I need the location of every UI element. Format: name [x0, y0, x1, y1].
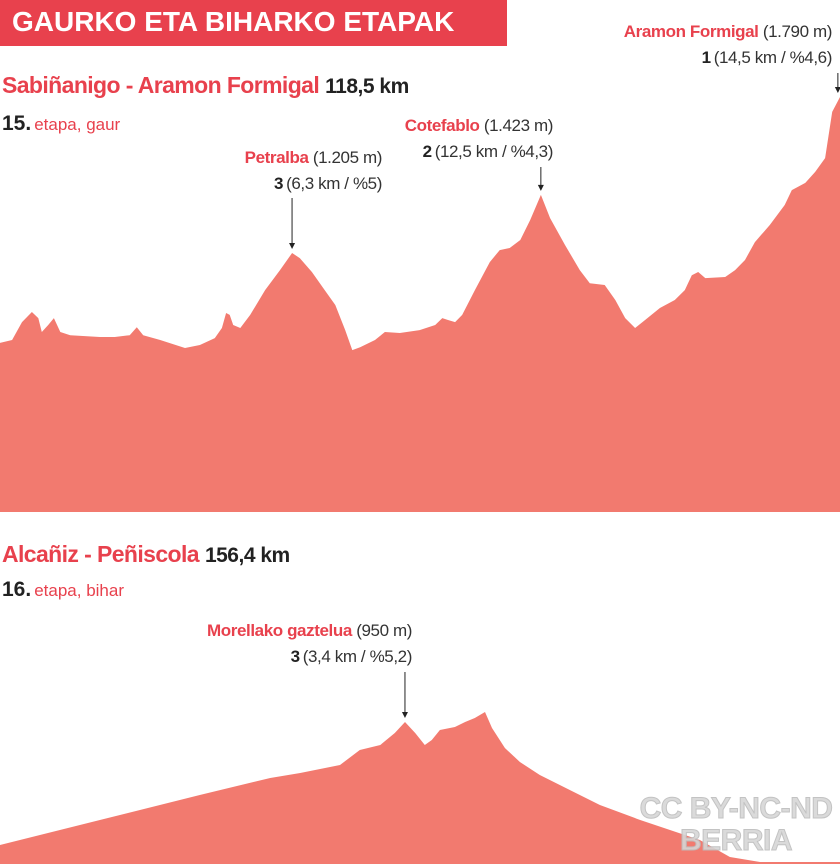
- climb-name: Morellako gaztelua: [206, 621, 352, 640]
- climb-label-morellako-gaztelua: Morellako gaztelua (950 m) 3 (3,4 km / %5…: [207, 618, 412, 670]
- title-banner: [0, 0, 507, 46]
- climb-detail: (12,5 km / %4,3): [434, 142, 554, 161]
- climb-altitude: (950 m): [356, 621, 412, 640]
- stage-name: Sabiñanigo - Aramon Formigal: [2, 72, 320, 98]
- climb-category: 3: [274, 174, 284, 193]
- climb-category: 1: [701, 48, 711, 67]
- arrow-down-icon: [537, 184, 544, 191]
- climb-altitude: (1.790 m): [762, 22, 833, 41]
- arrow-down-icon: [401, 712, 408, 718]
- stage-15-heading: Sabiñanigo - Aramon Formigal 118,5 km: [2, 72, 409, 99]
- stage-16-heading: Alcañiz - Peñiscola 156,4 km: [2, 541, 290, 568]
- stage-16-subheading: 16. etapa, bihar: [2, 578, 124, 602]
- elevation-area: [0, 712, 840, 864]
- climb-name: Petralba: [244, 148, 309, 167]
- climb-detail: (14,5 km / %4,6): [713, 48, 833, 67]
- stage-name: Alcañiz - Peñiscola: [2, 541, 200, 567]
- stage-when: etapa, gaur: [34, 115, 121, 134]
- stage-15-subheading: 15. etapa, gaur: [2, 112, 120, 136]
- climb-name: Cotefablo: [404, 116, 480, 135]
- climb-category: 2: [422, 142, 432, 161]
- stage-number: 15.: [2, 112, 32, 135]
- climb-altitude: (1.423 m): [483, 116, 554, 135]
- profile-stage-16: [0, 672, 840, 864]
- profile-stage-15: [0, 73, 840, 512]
- arrow-down-icon: [289, 243, 296, 250]
- climb-detail: (3,4 km / %5,2): [302, 647, 413, 666]
- page-title: GAURKO ETA BIHARKO ETAPAK: [12, 6, 455, 37]
- climb-altitude: (1.205 m): [312, 148, 383, 167]
- climb-detail: (6,3 km / %5): [286, 174, 382, 193]
- stage-distance: 156,4 km: [204, 544, 290, 567]
- watermark-license: CC BY-NC-ND: [639, 792, 833, 825]
- stage-number: 16.: [2, 578, 32, 601]
- climb-label-cotefablo: Cotefablo (1.423 m) 2 (12,5 km / %4,3): [404, 113, 554, 165]
- elevation-area: [0, 97, 840, 512]
- stage-when: etapa, bihar: [34, 581, 124, 600]
- watermark-publisher: BERRIA: [679, 824, 793, 857]
- stage-distance: 118,5 km: [325, 75, 409, 98]
- arrow-down-icon: [834, 87, 840, 93]
- climb-label-petralba: Petralba (1.205 m) 3 (6,3 km / %5): [244, 145, 383, 197]
- license-watermark: CC BY-NC-ND BERRIA: [636, 792, 836, 857]
- climb-label-aramon-formigal: Aramon Formigal (1.790 m) 1 (14,5 km / %4…: [623, 19, 833, 71]
- climb-name: Aramon Formigal: [623, 22, 759, 41]
- climb-category: 3: [290, 647, 300, 666]
